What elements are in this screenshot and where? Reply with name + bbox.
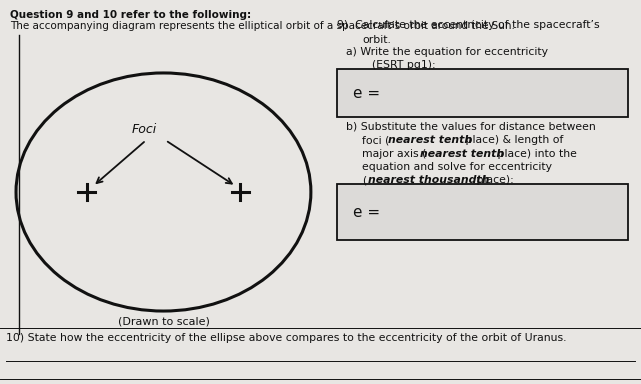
Text: b) Substitute the values for distance between: b) Substitute the values for distance be… [346, 122, 596, 132]
Text: Question 9 and 10 refer to the following:: Question 9 and 10 refer to the following… [10, 10, 251, 20]
Text: nearest tenth: nearest tenth [388, 135, 472, 145]
Text: major axis (: major axis ( [362, 149, 426, 159]
Text: place) into the: place) into the [494, 149, 576, 159]
Text: 10) State how the eccentricity of the ellipse above compares to the eccentricity: 10) State how the eccentricity of the el… [6, 333, 567, 343]
Text: (: ( [362, 175, 366, 185]
Text: 9)  Calculate the eccentricity of the spacecraft’s: 9) Calculate the eccentricity of the spa… [337, 20, 599, 30]
Text: Foci: Foci [131, 123, 157, 136]
Text: equation and solve for eccentricity: equation and solve for eccentricity [362, 162, 552, 172]
Text: (ESRT pg1):: (ESRT pg1): [372, 60, 435, 70]
Text: e =: e = [353, 205, 379, 220]
Bar [337, 69, 628, 117]
Text: orbit.: orbit. [362, 35, 391, 45]
Text: e =: e = [353, 86, 379, 101]
Text: a) Write the equation for eccentricity: a) Write the equation for eccentricity [346, 47, 548, 57]
Text: nearest tenth: nearest tenth [420, 149, 504, 159]
Text: foci (: foci ( [362, 135, 390, 145]
Text: place):: place): [473, 175, 514, 185]
Text: (Drawn to scale): (Drawn to scale) [117, 317, 210, 327]
Text: The accompanying diagram represents the elliptical orbit of a spacecraft’s orbit: The accompanying diagram represents the … [10, 21, 515, 31]
Text: place) & length of: place) & length of [462, 135, 563, 145]
Text: nearest thousandth: nearest thousandth [368, 175, 489, 185]
Bar [337, 184, 628, 240]
